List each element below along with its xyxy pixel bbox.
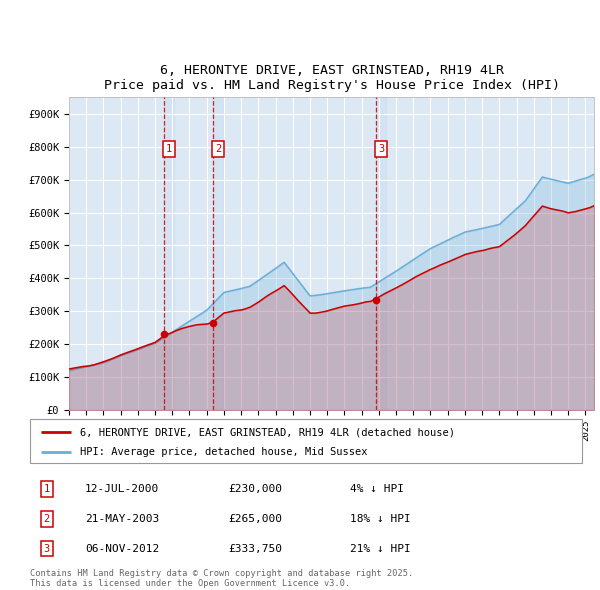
Title: 6, HERONTYE DRIVE, EAST GRINSTEAD, RH19 4LR
Price paid vs. HM Land Registry's Ho: 6, HERONTYE DRIVE, EAST GRINSTEAD, RH19 …: [104, 64, 560, 92]
Text: £333,750: £333,750: [229, 543, 283, 553]
Text: 2: 2: [43, 514, 50, 524]
Text: 6, HERONTYE DRIVE, EAST GRINSTEAD, RH19 4LR (detached house): 6, HERONTYE DRIVE, EAST GRINSTEAD, RH19 …: [80, 427, 455, 437]
Text: 1: 1: [43, 484, 50, 494]
Text: 21% ↓ HPI: 21% ↓ HPI: [350, 543, 411, 553]
FancyBboxPatch shape: [30, 419, 582, 463]
Text: 1: 1: [166, 144, 172, 154]
Text: £230,000: £230,000: [229, 484, 283, 494]
Bar: [164, 97, 173, 410]
Text: HPI: Average price, detached house, Mid Sussex: HPI: Average price, detached house, Mid …: [80, 447, 367, 457]
Text: 21-MAY-2003: 21-MAY-2003: [85, 514, 160, 524]
Bar: [213, 97, 223, 410]
Text: 12-JUL-2000: 12-JUL-2000: [85, 484, 160, 494]
Text: 18% ↓ HPI: 18% ↓ HPI: [350, 514, 411, 524]
Text: 06-NOV-2012: 06-NOV-2012: [85, 543, 160, 553]
Text: 3: 3: [43, 543, 50, 553]
Text: 3: 3: [378, 144, 384, 154]
Text: £265,000: £265,000: [229, 514, 283, 524]
Text: Contains HM Land Registry data © Crown copyright and database right 2025.
This d: Contains HM Land Registry data © Crown c…: [30, 569, 413, 588]
Text: 4% ↓ HPI: 4% ↓ HPI: [350, 484, 404, 494]
Bar: [376, 97, 386, 410]
Text: 2: 2: [215, 144, 221, 154]
